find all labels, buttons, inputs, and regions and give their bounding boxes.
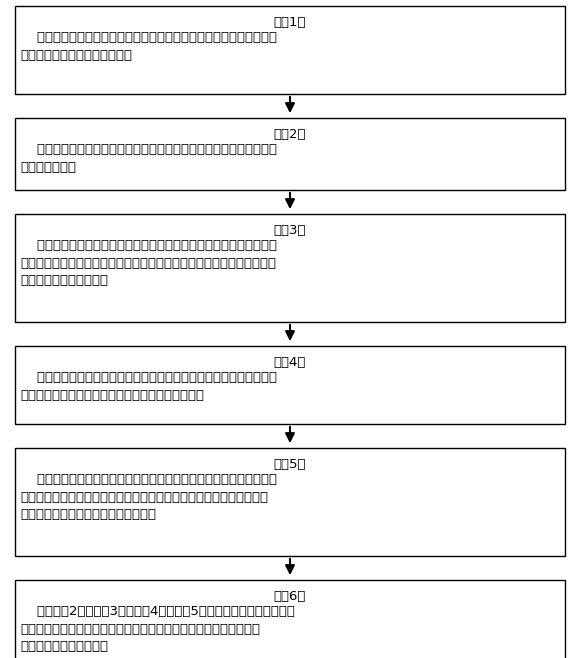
Text: 设置电压控制器为零伏电压，测试三套光纤电流互感器输出数值，并
计算初始均值。: 设置电压控制器为零伏电压，测试三套光纤电流互感器输出数值，并 计算初始均值。	[20, 143, 277, 174]
Bar	[15, 118, 565, 190]
Text: 设置电压控制器为反向电压，并按规律进行幅度递增，测试三套光纤
电流互感器在不同电压下的输出数值，并计算三套光纤电流互感器在不
同调制电压下输出的无零偏均值序列。: 设置电压控制器为反向电压，并按规律进行幅度递增，测试三套光纤 电流互感器在不同电…	[20, 473, 277, 521]
Text: 依据步骤2）、步骤3）、步骤4）和步骤5）记录的三套光纤电流互感
器对应不同电压量值时的输出数值，进行光纤电流互感器动态性能计
算，完成动态性能标定。: 依据步骤2）、步骤3）、步骤4）和步骤5）记录的三套光纤电流互感 器对应不同电压…	[20, 605, 295, 653]
Text: 设置电压控制器为正电压，并按规律递增，测试三套光纤电流互感器
在不同电压下的输出数值，并计算三套光纤电流互感器在不同调制电压下
输出的无零偏均值序列。: 设置电压控制器为正电压，并按规律递增，测试三套光纤电流互感器 在不同电压下的输出…	[20, 240, 277, 287]
Text: 步骤6：: 步骤6：	[274, 590, 306, 603]
Text: 步骤1：: 步骤1：	[274, 16, 306, 29]
Bar	[15, 214, 565, 322]
Bar	[15, 6, 565, 94]
Text: 步骤2：: 步骤2：	[274, 128, 306, 141]
Text: 步骤5：: 步骤5：	[274, 458, 306, 471]
Bar	[15, 448, 565, 556]
Text: 固定三台光纤电流互感器，并将电压控制器输出的电压信号与光纤电
流互感器电光调制信号线相连。: 固定三台光纤电流互感器，并将电压控制器输出的电压信号与光纤电 流互感器电光调制信…	[20, 31, 277, 62]
Text: 步骤3：: 步骤3：	[274, 224, 306, 237]
Bar	[15, 346, 565, 424]
Text: 步骤4：: 步骤4：	[274, 356, 306, 369]
Bar	[15, 580, 565, 658]
Text: 光纤电流互感器关闭后再重启，设置电压控制器为反向零伏电压，测
试三套光纤电流互感器输出数值，并计算初始均值。: 光纤电流互感器关闭后再重启，设置电压控制器为反向零伏电压，测 试三套光纤电流互感…	[20, 371, 277, 401]
